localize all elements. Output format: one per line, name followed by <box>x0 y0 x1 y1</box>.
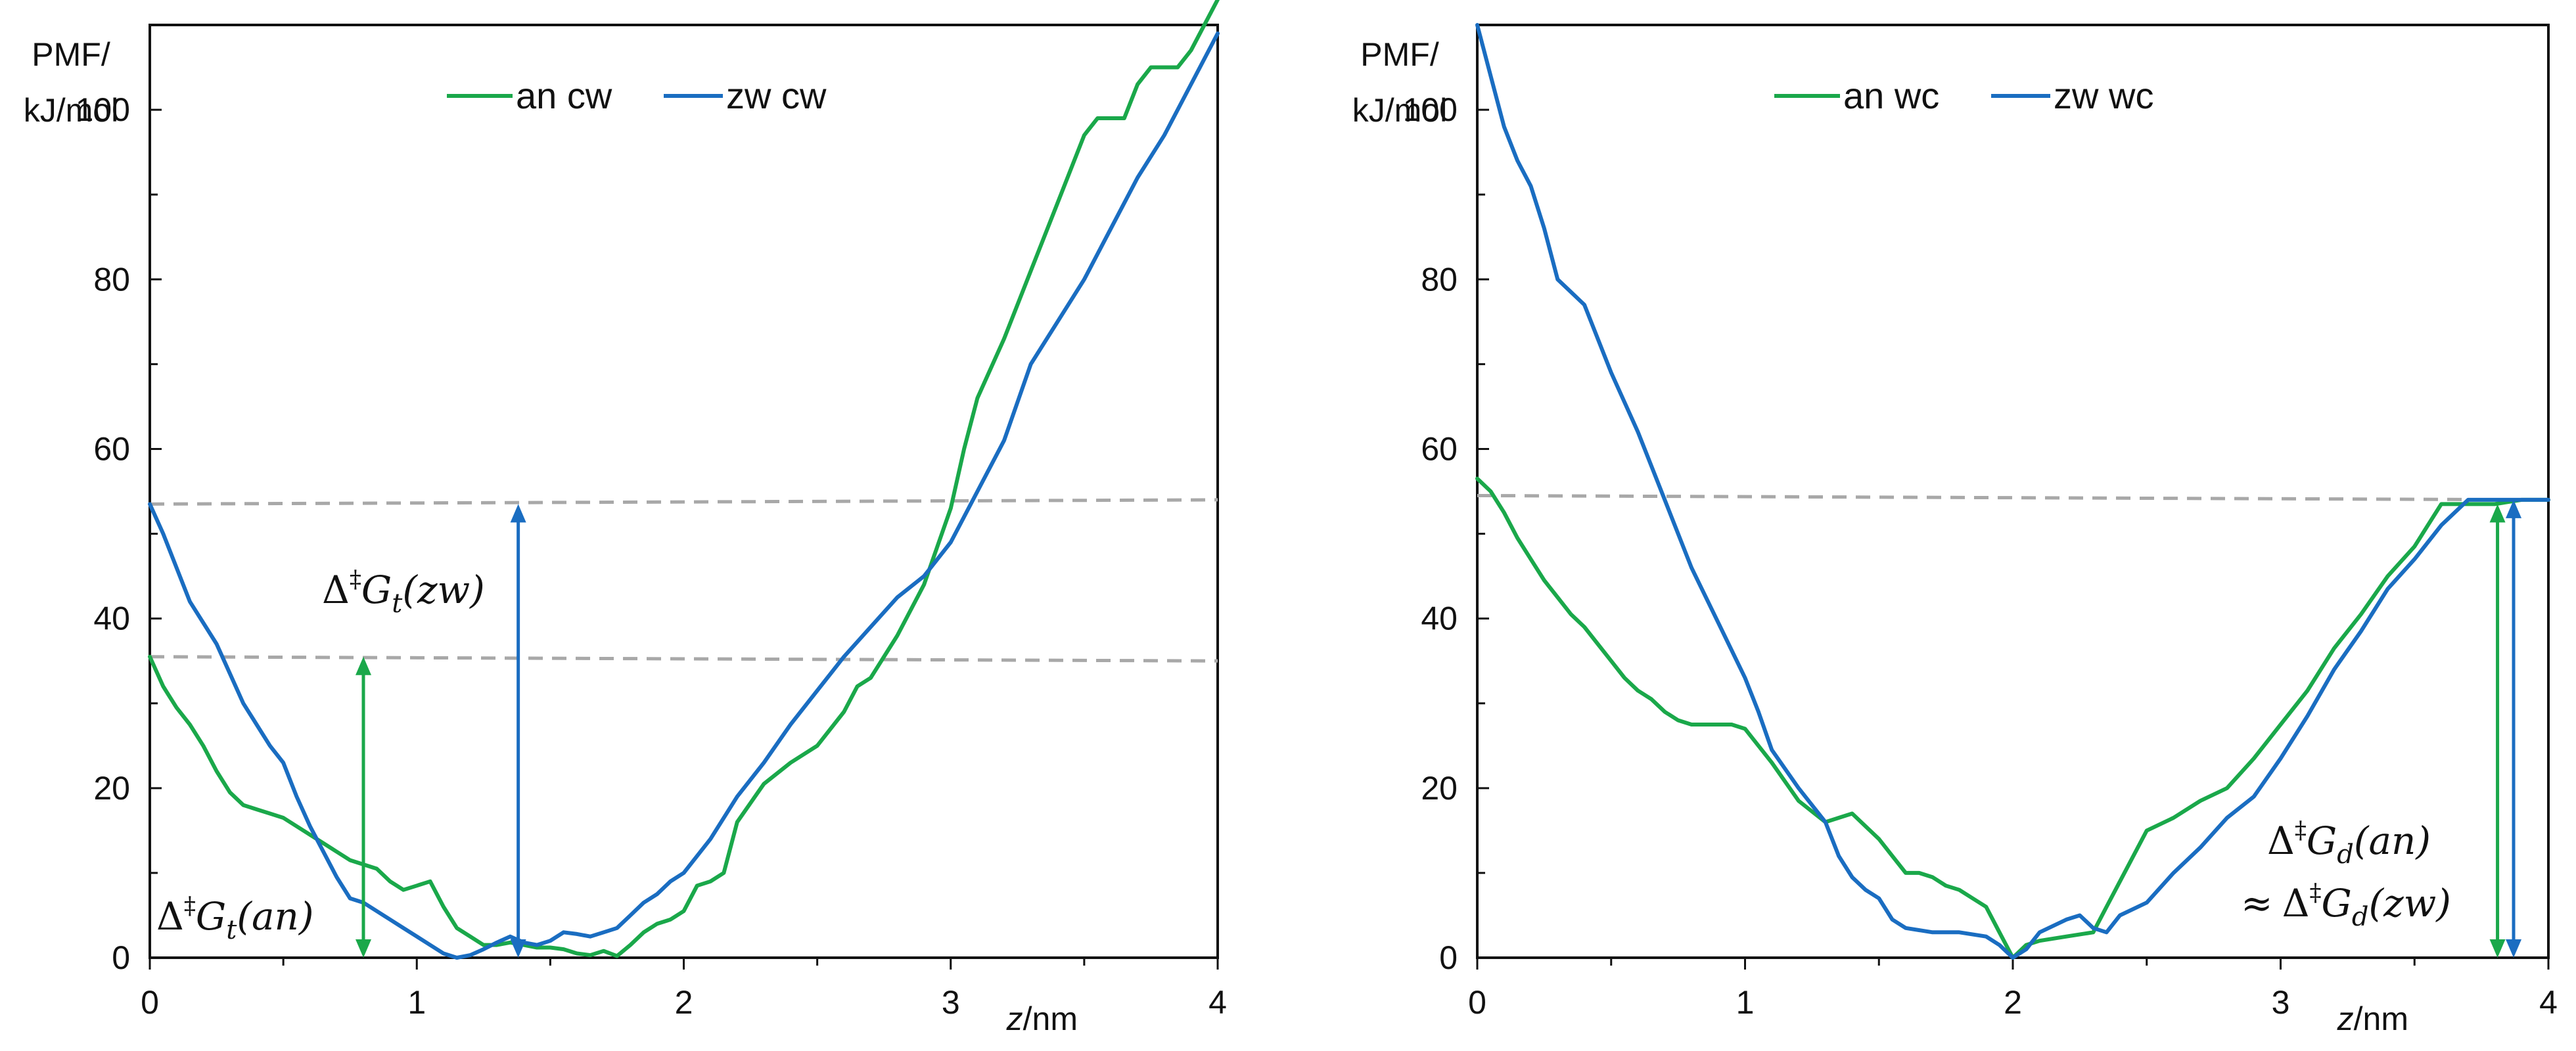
x-axis-label: z/nm <box>1006 1000 1078 1037</box>
y-axis-label-line1: PMF/ <box>1360 36 1439 73</box>
barrier-arrow-head-down <box>2489 939 2506 958</box>
y-tick-label: 60 <box>93 430 130 467</box>
reference-line <box>149 498 1218 506</box>
annotation-dGt-zw: Δ‡Gt(zw) <box>322 566 485 619</box>
x-tick-label: 2 <box>675 984 693 1021</box>
y-axis-label-line2: kJ/mol <box>24 92 118 129</box>
arrows-left <box>356 504 526 958</box>
y-tick-label: 0 <box>1439 939 1458 976</box>
series-line-zw-cw <box>148 31 1220 960</box>
y-tick-label: 20 <box>93 770 130 807</box>
legend-label-an-wc: an wc <box>1843 75 1939 116</box>
plot-area-right <box>1476 24 2550 959</box>
barrier-arrow-head-up <box>2506 499 2522 518</box>
legend-left: an cw zw cw <box>447 75 827 116</box>
legend-label-zw-cw: zw cw <box>726 75 827 116</box>
x-tick-label: 1 <box>1736 984 1755 1021</box>
y-axis-label-line1: PMF/ <box>32 36 110 73</box>
y-ticks-right: 0 20 40 60 80 100 <box>1403 24 1489 976</box>
y-tick-label: 0 <box>112 939 130 976</box>
x-tick-label: 1 <box>407 984 426 1021</box>
annotation-dGt-an: Δ‡Gt(an) <box>156 893 314 945</box>
plot-area-left <box>149 24 1219 959</box>
x-axis-variable: z <box>2337 1000 2354 1037</box>
barrier-arrow-head-down <box>510 939 526 958</box>
y-tick-label: 40 <box>1421 600 1458 637</box>
x-axis-label: z/nm <box>2337 1000 2408 1037</box>
x-axis-unit: /nm <box>2354 1000 2408 1037</box>
barrier-arrow-head-down <box>356 939 371 958</box>
legend-label-zw-wc: zw wc <box>2054 75 2153 116</box>
y-tick-label: 100 <box>76 91 130 128</box>
series-left <box>148 0 1220 960</box>
series-line-zw-wc <box>1475 23 2550 960</box>
x-tick-label: 0 <box>1468 984 1486 1021</box>
barrier-arrow-head-up <box>510 504 526 523</box>
legend-label-an-cw: an cw <box>516 75 612 116</box>
reference-lines-left <box>149 498 1218 663</box>
y-tick-label: 20 <box>1421 770 1458 807</box>
x-tick-label: 3 <box>2272 984 2290 1021</box>
arrows-right <box>2489 499 2522 958</box>
annotation-dGd-zw: ≈ Δ‡Gd(zw) <box>2241 880 2451 932</box>
legend-right: an wc zw wc <box>1774 75 2153 116</box>
x-ticks-left: 0 1 2 3 4 <box>141 958 1227 1021</box>
y-ticks-left: 0 20 40 60 80 100 <box>76 24 162 976</box>
x-axis-variable: z <box>1006 1000 1023 1037</box>
chart-left: 0 20 40 60 80 100 0 1 2 3 4 PMF/ kJ/mol z/nm an c… <box>24 0 1227 1037</box>
reference-line <box>149 655 1218 663</box>
x-tick-label: 2 <box>2004 984 2022 1021</box>
y-tick-label: 100 <box>1403 91 1458 128</box>
x-tick-label: 0 <box>141 984 159 1021</box>
reference-lines-right <box>1477 493 2549 502</box>
series-line-an-wc <box>1475 476 2550 960</box>
x-tick-label: 4 <box>2539 984 2558 1021</box>
series-right <box>1475 23 2550 960</box>
y-tick-label: 40 <box>93 600 130 637</box>
y-tick-label: 60 <box>1421 430 1458 467</box>
reference-line <box>1477 493 2549 502</box>
y-tick-label: 80 <box>1421 261 1458 298</box>
x-tick-label: 4 <box>1208 984 1227 1021</box>
barrier-arrow-head-up <box>2489 504 2506 523</box>
barrier-arrow-head-down <box>2506 939 2522 958</box>
annotation-dGd-an: Δ‡Gd(an) <box>2267 817 2431 870</box>
y-axis-label-line2: kJ/mol <box>1352 92 1447 129</box>
x-axis-unit: /nm <box>1023 1000 1078 1037</box>
x-tick-label: 3 <box>942 984 960 1021</box>
series-line-an-cw <box>148 0 1220 958</box>
x-ticks-right: 0 1 2 3 4 <box>1468 958 2558 1021</box>
barrier-arrow-head-up <box>356 656 371 675</box>
chart-right: 0 20 40 60 80 100 0 1 2 3 4 PMF/ kJ/mol z/nm an w… <box>1352 23 2558 1037</box>
y-tick-label: 80 <box>93 261 130 298</box>
